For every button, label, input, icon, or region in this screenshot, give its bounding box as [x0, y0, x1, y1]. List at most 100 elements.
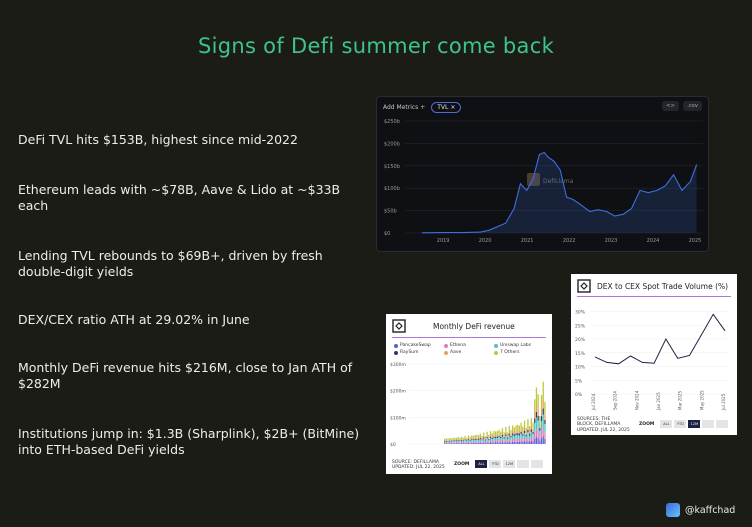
dex-y-tick: 25%: [575, 323, 586, 329]
bullet-ethereum: Ethereum leads with ~$78B, Aave & Lido a…: [18, 182, 341, 213]
revenue-bar-segment: [525, 427, 527, 433]
revenue-bar-segment: [474, 435, 476, 438]
revenue-bar-segment: [496, 436, 498, 438]
revenue-bar-segment: [457, 443, 459, 444]
dex-line-chart: 30% 25% 20% 15% 10% 5% 0% Jul 2024 Sep 2024 Nov 2…: [575, 310, 729, 411]
embed-code-button[interactable]: <>: [661, 101, 680, 111]
author-handle[interactable]: @kaffchad: [666, 503, 735, 517]
revenue-bar-segment: [466, 437, 468, 440]
revenue-bar-segment: [520, 428, 522, 432]
revenue-bar-segment: [503, 442, 505, 444]
tvl-actions: <> .csv: [661, 101, 702, 111]
revenue-bar-segment: [484, 436, 487, 439]
revenue-bar-segment: [493, 437, 495, 441]
revenue-bar-segment: [452, 441, 454, 443]
revenue-bar-segment: [447, 443, 449, 444]
zoom-all-button[interactable]: ALL: [660, 420, 673, 428]
revenue-bar-segment: [500, 431, 502, 436]
revenue-bar-segment: [459, 443, 461, 444]
csv-download-button[interactable]: .csv: [683, 101, 702, 111]
revenue-bar-segment: [445, 443, 447, 444]
revenue-bar-segment: [525, 442, 527, 444]
revenue-bar-segment: [540, 438, 543, 444]
revenue-bar-segment: [452, 437, 454, 440]
revenue-bar-segment: [505, 426, 507, 432]
add-metrics-button[interactable]: Add Metrics +: [383, 104, 425, 111]
revenue-bar-segment: [493, 431, 495, 435]
revenue-bar-segment: [540, 416, 543, 421]
revenue-bar-segment: [450, 438, 453, 440]
revenue-bar-segment: [542, 436, 544, 444]
revenue-bar-segment: [469, 442, 471, 444]
revenue-bar-segment: [522, 435, 524, 440]
zoom-12m-button[interactable]: 12M: [688, 420, 701, 428]
close-icon[interactable]: ×: [450, 104, 456, 111]
revenue-bar-segment: [513, 442, 515, 444]
dex-source: SOURCES: THE BLOCK, DEFILLAMA: [577, 417, 621, 427]
revenue-bar-segment: [498, 435, 500, 438]
revenue-bar-segment: [486, 440, 488, 443]
revenue-bar-segment: [489, 440, 492, 443]
revenue-bar-segment: [498, 442, 500, 444]
revenue-bar-segment: [489, 437, 492, 441]
revenue-bar-segment: [461, 440, 463, 443]
revenue-bar-segment: [469, 443, 471, 444]
revenue-bar-segment: [491, 438, 493, 442]
revenue-bar-segment: [474, 437, 476, 439]
legend-swatch: [444, 343, 448, 348]
revenue-bar-segment: [471, 439, 473, 442]
revenue-bar-segment: [489, 434, 492, 437]
revenue-bar-segment: [488, 439, 490, 442]
revenue-bar-segment: [455, 437, 458, 440]
revenue-bar-segment: [461, 438, 463, 440]
zoom-all-button[interactable]: ALL: [475, 460, 488, 468]
revenue-bar-segment: [478, 442, 480, 444]
revenue-bar-segment: [467, 440, 470, 442]
legend-label: RaySum: [400, 350, 419, 355]
revenue-bar-segment: [488, 438, 490, 440]
tvl-toolbar: Add Metrics + TVL ×: [383, 102, 462, 113]
revenue-bar-segment: [532, 422, 534, 429]
zoom-ytd-button[interactable]: YTD: [674, 420, 687, 428]
zoom-12m-button[interactable]: 12M: [503, 460, 516, 468]
revenue-bar-segment: [527, 437, 529, 442]
legend-item: Ethena: [444, 343, 466, 348]
revenue-bar-segment: [522, 431, 524, 435]
revenue-bar-segment: [500, 442, 502, 444]
revenue-bar-segment: [476, 441, 478, 443]
revenue-bar-segment: [472, 435, 475, 439]
revenue-bar-segment: [512, 425, 514, 431]
revenue-bar-segment: [525, 436, 527, 440]
dex-x-tick: Mar 2025: [678, 391, 683, 410]
revenue-bar-segment: [467, 437, 470, 440]
revenue-bar-segment: [544, 413, 546, 420]
revenue-bar-segment: [483, 437, 485, 439]
revenue-bar-segment: [479, 436, 481, 439]
revenue-bar-segment: [481, 441, 483, 444]
revenue-bar-segment: [501, 428, 504, 433]
revenue-bar-segment: [520, 441, 522, 444]
revenue-bar-segment: [534, 399, 536, 412]
revenue-bar-segment: [534, 422, 536, 432]
zoom-blank-button-1[interactable]: [702, 420, 715, 428]
revenue-bar-segment: [478, 439, 480, 442]
tvl-x-tick: 2022: [563, 238, 576, 244]
zoom-blank-button-1[interactable]: [517, 460, 530, 468]
zoom-ytd-button[interactable]: YTD: [489, 460, 502, 468]
revenue-bar-segment: [501, 439, 504, 443]
revenue-bar-segment: [495, 431, 497, 435]
dex-y-tick: 30%: [575, 310, 586, 316]
zoom-blank-button-2[interactable]: [716, 420, 729, 428]
revenue-bar-segment: [455, 443, 458, 444]
revenue-bar-segment: [461, 439, 463, 441]
revenue-bar-segment: [476, 434, 478, 438]
revenue-bar-segment: [462, 441, 464, 443]
tvl-y-tick: $50b: [384, 209, 397, 215]
revenue-bar-segment: [506, 442, 509, 444]
zoom-blank-button-2[interactable]: [531, 460, 544, 468]
revenue-bar-segment: [457, 440, 459, 443]
revenue-bar-segment: [535, 403, 538, 412]
revenue-bar-segment: [455, 442, 458, 444]
revenue-bar-segment: [496, 431, 498, 435]
tvl-chip[interactable]: TVL ×: [431, 102, 462, 113]
